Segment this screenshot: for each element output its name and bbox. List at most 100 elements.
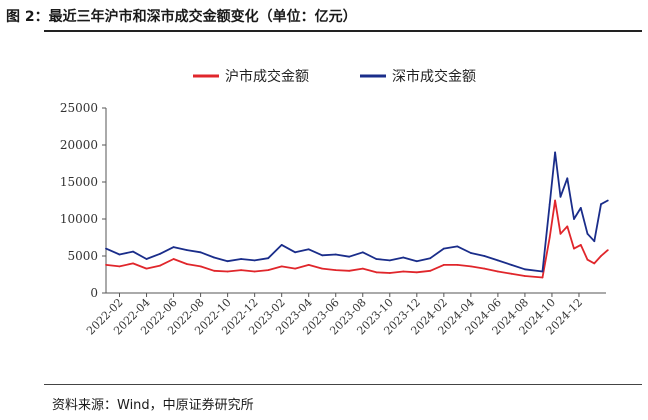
- data-point: [593, 262, 596, 265]
- data-point: [213, 269, 216, 272]
- data-point: [600, 203, 602, 206]
- y-tick-label: 10000: [60, 212, 98, 226]
- data-point: [375, 271, 378, 274]
- data-point: [510, 272, 513, 275]
- data-point: [483, 267, 486, 270]
- y-tick-label: 20000: [60, 138, 98, 152]
- data-point: [483, 255, 486, 257]
- data-point: [145, 258, 148, 260]
- y-tick-label: 25000: [60, 101, 98, 115]
- data-point: [226, 260, 229, 263]
- data-point: [548, 203, 551, 206]
- data-point: [573, 218, 575, 220]
- line-chart: 05000100001500020000250002022-022022-042…: [60, 68, 609, 337]
- data-point: [593, 240, 596, 243]
- data-point: [199, 265, 202, 268]
- y-tick-label: 15000: [60, 175, 98, 189]
- data-point: [118, 265, 121, 268]
- data-point: [470, 252, 472, 254]
- data-point: [321, 267, 324, 270]
- data-point: [573, 247, 575, 250]
- title-divider: [44, 30, 642, 32]
- data-point: [402, 270, 405, 273]
- data-point: [579, 207, 582, 209]
- data-point: [442, 247, 445, 250]
- data-point: [253, 259, 256, 262]
- data-point: [559, 232, 562, 235]
- data-point: [586, 232, 589, 235]
- data-point: [321, 254, 324, 257]
- data-point: [334, 253, 337, 256]
- data-point: [579, 244, 582, 246]
- data-point: [199, 251, 202, 254]
- data-point: [554, 199, 556, 202]
- data-point: [429, 269, 432, 272]
- data-point: [375, 258, 378, 260]
- page-title: 图 2：最近三年沪市和深市成交金额变化（单位：亿元）: [6, 9, 357, 25]
- data-point: [105, 264, 107, 266]
- data-point: [132, 262, 134, 265]
- data-point: [548, 236, 551, 239]
- data-point: [280, 244, 283, 246]
- data-point: [442, 264, 445, 266]
- data-point: [524, 275, 526, 277]
- data-point: [600, 255, 602, 257]
- data-point: [497, 270, 499, 273]
- data-point: [361, 251, 364, 254]
- data-point: [226, 270, 229, 273]
- source-note: 资料来源：Wind，中原证券研究所: [52, 398, 254, 413]
- data-point: [145, 267, 148, 270]
- data-point: [267, 257, 270, 260]
- footer-divider: [44, 384, 642, 385]
- data-point: [294, 267, 297, 270]
- data-point: [388, 272, 391, 274]
- data-point: [497, 259, 499, 262]
- data-point: [280, 265, 283, 268]
- data-point: [132, 250, 134, 253]
- data-point: [348, 269, 351, 272]
- data-point: [159, 252, 162, 255]
- data-point: [566, 225, 569, 228]
- data-point: [348, 255, 351, 258]
- data-point: [606, 199, 609, 202]
- data-point: [172, 258, 175, 260]
- data-point: [334, 269, 337, 271]
- data-point: [267, 269, 270, 271]
- data-point: [388, 259, 391, 262]
- data-point: [294, 251, 297, 254]
- data-point: [524, 268, 526, 271]
- legend-label-sh: 沪市成交金额: [225, 68, 309, 85]
- data-point: [606, 249, 609, 252]
- data-point: [118, 253, 121, 256]
- data-point: [361, 267, 364, 270]
- data-point: [470, 265, 472, 268]
- data-point: [559, 195, 562, 198]
- data-point: [105, 247, 107, 250]
- data-point: [415, 271, 418, 274]
- data-point: [541, 270, 544, 273]
- data-point: [566, 177, 569, 180]
- legend-label-sz: 深市成交金额: [392, 68, 476, 85]
- y-tick-label: 0: [90, 286, 98, 300]
- y-tick-label: 5000: [67, 249, 98, 263]
- series-line-sz: [105, 151, 609, 273]
- data-point: [186, 263, 189, 265]
- data-point: [307, 248, 310, 251]
- data-point: [186, 249, 189, 252]
- data-point: [307, 264, 310, 266]
- data-point: [586, 258, 589, 261]
- data-point: [253, 270, 256, 273]
- title-bar: 图 2：最近三年沪市和深市成交金额变化（单位：亿元）: [0, 0, 648, 32]
- data-point: [429, 257, 432, 260]
- data-point: [172, 246, 175, 249]
- data-point: [213, 256, 216, 259]
- data-point: [240, 258, 243, 260]
- data-point: [240, 269, 243, 271]
- data-point: [415, 260, 418, 263]
- data-point: [510, 264, 513, 266]
- data-point: [456, 264, 459, 266]
- data-point: [159, 264, 162, 267]
- data-point: [402, 256, 405, 259]
- data-point: [554, 151, 556, 154]
- data-point: [541, 276, 544, 279]
